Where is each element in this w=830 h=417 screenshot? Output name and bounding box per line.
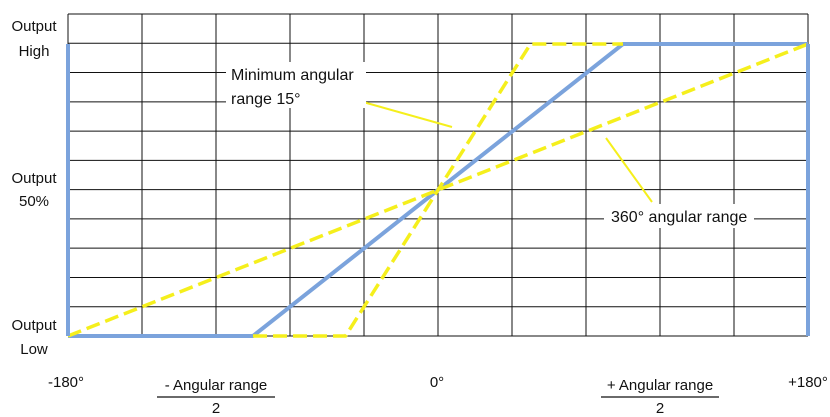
x-tick-zero: 0° [430,374,444,391]
x-tick-max: +180° [788,374,828,391]
annotation-min-range-line1: Minimum angular [231,67,354,84]
annotation-full-range-leader [605,137,653,203]
annotation-min-range-line2: range 15° [231,91,301,108]
x-tick-min: -180° [48,374,84,391]
y-label-low-line1: Output [11,317,57,334]
x-frac-neg-numerator: - Angular range [165,377,268,394]
annotation-full-range-label: 360° angular range [611,209,747,226]
x-frac-pos-denominator: 2 [656,400,664,417]
annotation-full-range: 360° angular range [604,137,754,228]
y-label-high-line1: Output [11,18,57,35]
series-line-2 [67,42,809,338]
y-axis-labels: Output High Output 50% Output Low [11,18,57,358]
series-line-1 [253,42,623,338]
annotation-full-range-bg [604,204,754,228]
annotation-min-range-bg [226,62,366,108]
x-frac-neg-denominator: 2 [212,400,220,417]
y-label-mid-line1: Output [11,170,57,187]
y-label-low-line2: Low [20,341,48,358]
y-label-high-line2: High [19,43,50,60]
x-frac-pos-numerator: + Angular range [607,377,713,394]
grid [67,13,809,337]
x-axis-labels: -180° 0° +180° - Angular range 2 + Angul… [48,374,828,417]
annotation-min-range: Minimum angular range 15° [226,62,453,128]
y-label-mid-line2: 50% [19,193,49,210]
series-group [66,42,810,338]
